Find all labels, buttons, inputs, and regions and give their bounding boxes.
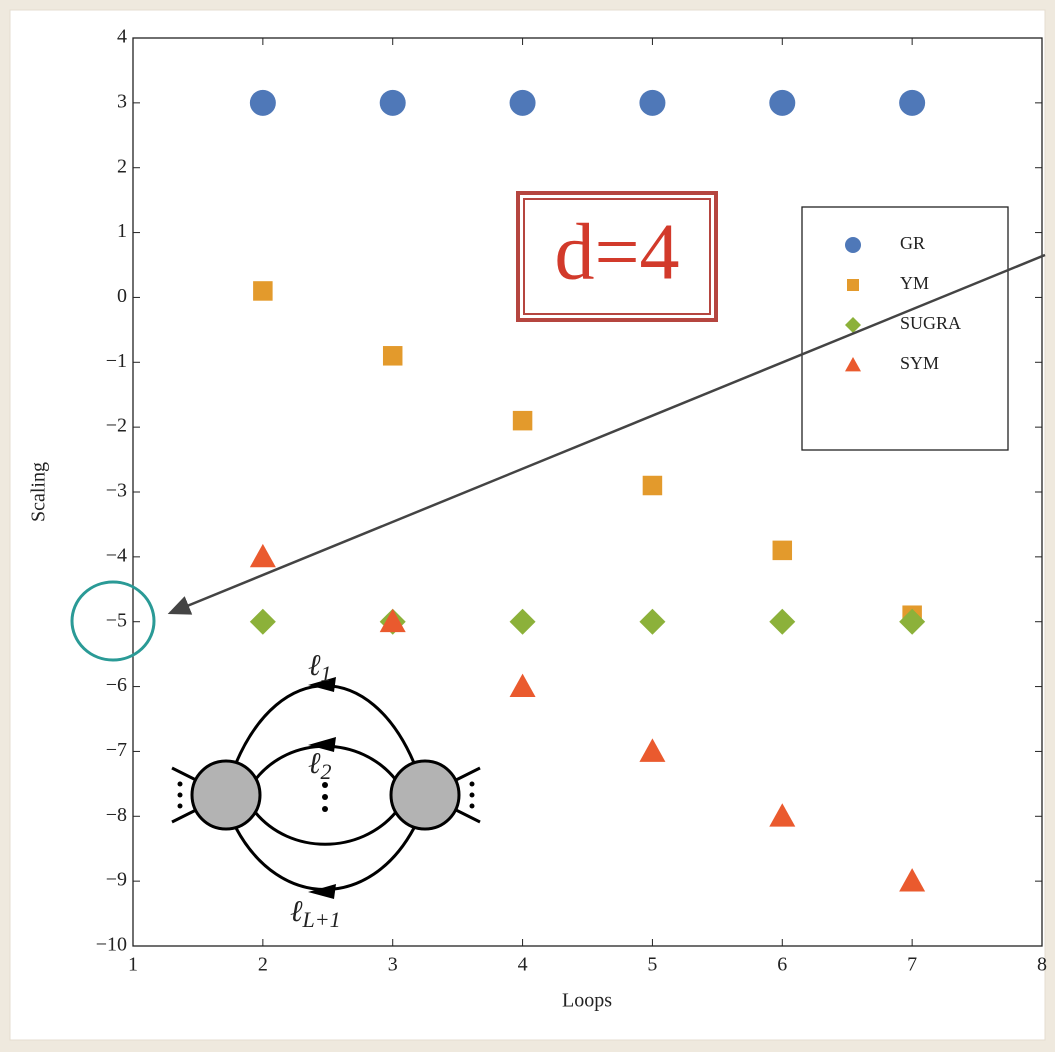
y-axis-label: Scaling [28,462,50,522]
legend-label: YM [900,273,929,293]
legend-marker [847,279,859,291]
y-tick-label: 1 [117,220,127,242]
legend-label: GR [900,233,925,253]
data-point [509,673,536,697]
y-tick-label: 0 [117,285,127,307]
data-point [509,89,536,116]
inset-label-base: ℓ [290,895,303,928]
x-axis-label: Loops [562,990,612,1012]
inset-label-base: ℓ [308,649,321,682]
inset-label-sub: 2 [321,759,332,784]
y-tick-label: −8 [106,804,127,826]
data-point [509,608,536,635]
y-tick-label: −1 [106,350,127,372]
inset-vertex [190,759,262,831]
x-tick-label: 7 [907,954,917,976]
highlight-circle [70,580,156,662]
legend-marker [845,317,861,333]
data-point [769,89,796,116]
data-point [379,89,406,116]
inset-label: ℓL+1 [290,895,341,932]
legend-marker [845,357,861,372]
y-tick-label: −9 [106,869,127,891]
data-point [899,608,926,635]
data-point [639,738,666,762]
y-tick-label: −3 [106,480,127,502]
annotation-box-inner [523,198,711,315]
annotation-text: d=4 [554,208,679,296]
y-tick-label: −4 [106,544,127,566]
x-tick-label: 1 [128,954,138,976]
legend-frame [801,206,1009,451]
x-tick-label: 5 [647,954,657,976]
y-tick-label: −7 [106,739,127,761]
inset-label: ℓ2 [308,747,332,784]
legend-marker [845,237,861,253]
y-tick-label: −2 [106,415,127,437]
inset-vertex [389,759,461,831]
y-tick-label: 4 [117,26,127,48]
data-point [253,281,273,301]
y-tick-label: 2 [117,155,127,177]
legend-label: SUGRA [900,313,961,333]
arrow [167,253,1046,615]
annotation-box [516,191,718,322]
data-point [639,608,666,635]
x-tick-label: 6 [777,954,787,976]
x-tick-label: 8 [1037,954,1047,976]
x-tick-label: 4 [518,954,528,976]
data-point [899,868,926,892]
inset-label-sub: L+1 [302,907,341,932]
y-tick-label: 3 [117,90,127,112]
inset-label: ℓ1 [308,649,332,686]
data-point [249,89,276,116]
y-tick-label: −6 [106,674,127,696]
y-tick-label: −10 [96,934,127,956]
data-point [769,608,796,635]
data-point [769,803,796,827]
legend-label: SYM [900,353,939,373]
data-point [642,475,663,496]
data-point [382,346,403,366]
data-point [899,89,926,116]
inset-label-base: ℓ [308,747,321,780]
y-tick-label: −5 [106,609,127,631]
data-point [772,540,793,561]
data-point [512,410,533,431]
data-point [249,543,276,568]
inset-label-sub: 1 [321,661,332,686]
x-tick-label: 3 [388,954,398,976]
data-point [379,608,406,633]
x-tick-label: 2 [258,954,268,976]
data-point [249,608,276,635]
data-point [639,89,666,116]
panel [9,9,1046,1041]
inset-arrows [177,677,475,899]
